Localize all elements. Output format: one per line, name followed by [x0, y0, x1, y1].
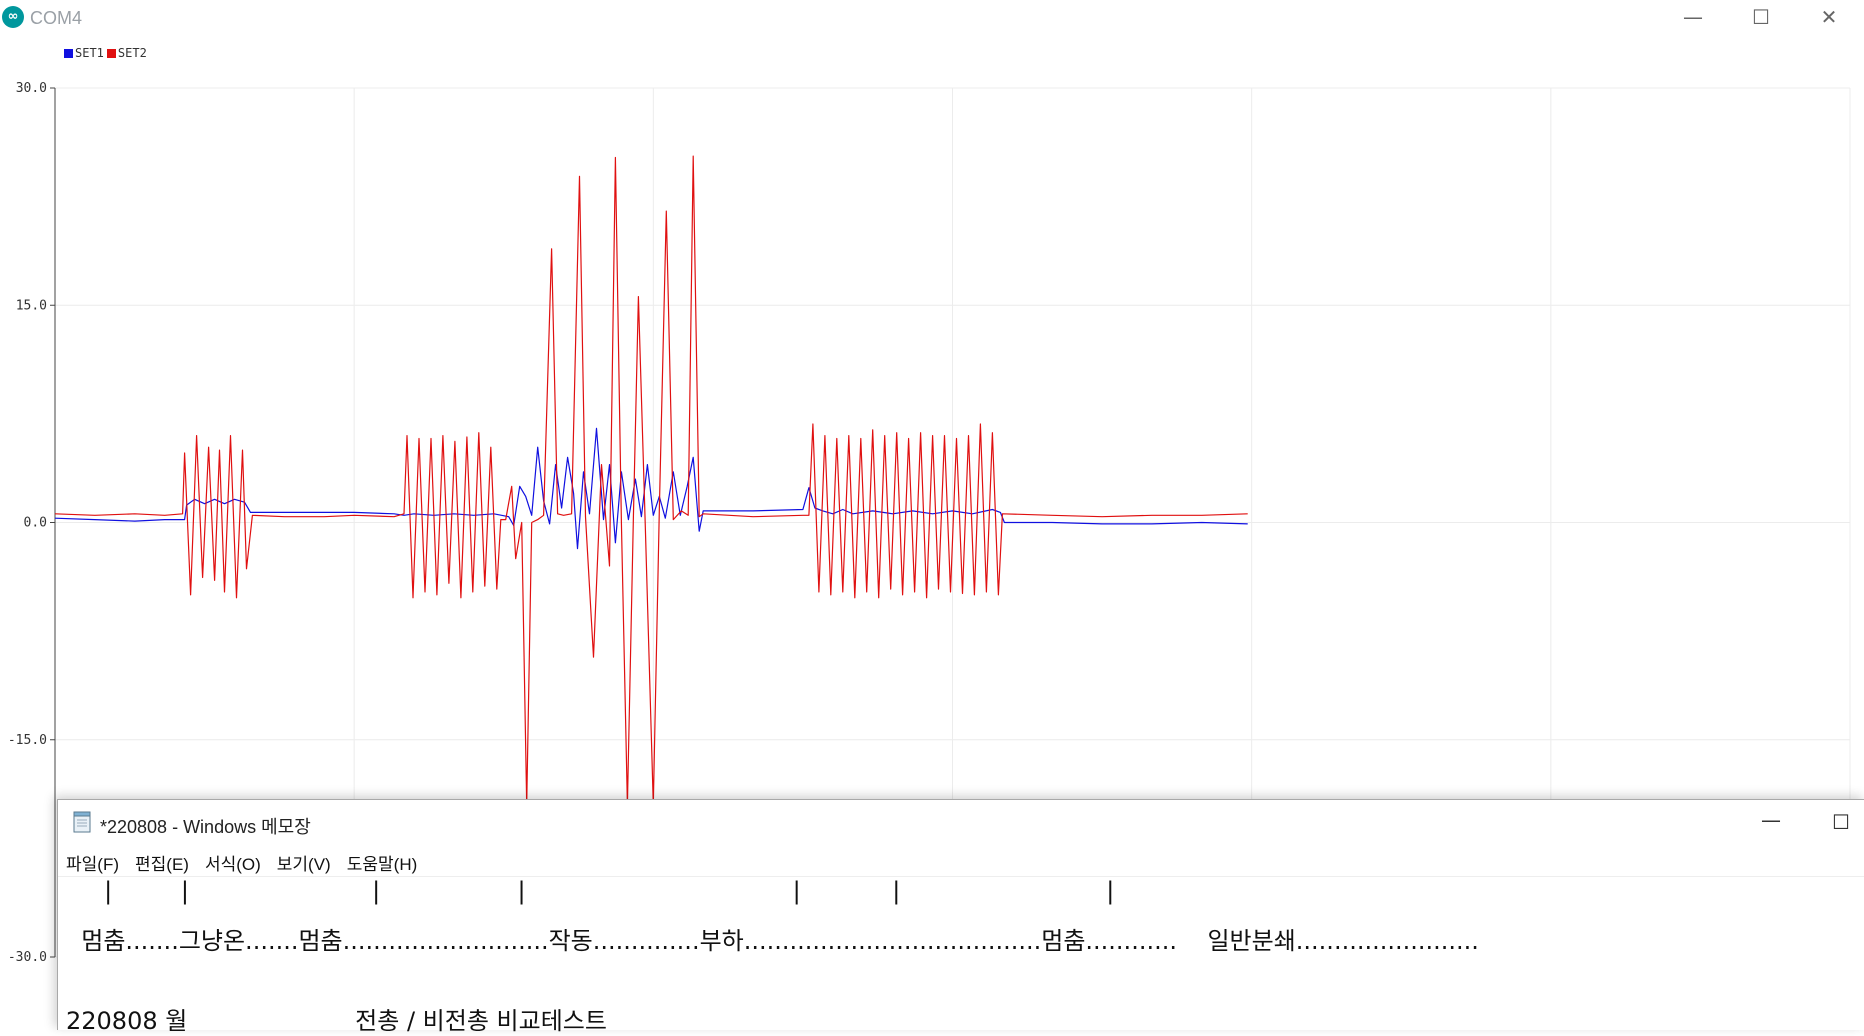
text-line-markers: | | | | | | |: [66, 877, 1115, 905]
close-button[interactable]: ✕: [1820, 5, 1838, 29]
legend-item-set2: SET2: [106, 46, 147, 60]
notepad-maximize-button[interactable]: ☐: [1832, 810, 1850, 834]
text-line-header: 220808 월 전총 / 비전총 비교테스트: [66, 1007, 607, 1035]
y-tick-label: 0.0: [24, 516, 47, 531]
legend-swatch-set2: [106, 48, 116, 58]
legend-item-set1: SET1: [64, 46, 104, 60]
y-tick: 0.0: [24, 516, 55, 531]
y-tick: 30.0: [16, 81, 55, 96]
series-line-set2: [54, 155, 1248, 806]
maximize-button[interactable]: ☐: [1752, 5, 1770, 29]
notepad-minimize-button[interactable]: —: [1761, 808, 1781, 832]
notepad-titlebar[interactable]: *220808 - Windows 메모장 — ☐: [58, 800, 1864, 846]
text-line-phases: 멈춤.......그냥온.......멈춤...................…: [66, 927, 1479, 955]
notepad-menubar: 파일(F) 편집(E) 서식(O) 보기(V) 도움말(H): [58, 846, 1864, 877]
y-tick-label: -15.0: [8, 733, 47, 748]
menu-edit[interactable]: 편집(E): [135, 855, 189, 874]
arduino-icon: ∞: [2, 6, 24, 28]
window-title: COM4: [30, 8, 83, 28]
notepad-title: *220808 - Windows 메모장: [100, 817, 311, 837]
y-tick-label: 15.0: [16, 298, 47, 313]
y-tick: -15.0: [8, 733, 55, 748]
legend-label-set1: SET1: [75, 46, 104, 60]
notepad-text-area[interactable]: | | | | | | | 멈춤.......그냥온.......멈춤.....…: [58, 877, 1864, 1035]
y-axis: 30.0 15.0 0.0 -15.0 -30.0: [8, 81, 56, 965]
notepad-window: *220808 - Windows 메모장 — ☐ 파일(F) 편집(E) 서식…: [57, 799, 1864, 1035]
plotter-titlebar[interactable]: ∞ COM4 — ☐ ✕: [0, 0, 1864, 36]
menu-format[interactable]: 서식(O): [204, 855, 261, 874]
y-tick: -30.0: [8, 950, 55, 965]
y-tick-label: -30.0: [8, 950, 47, 965]
y-tick: 15.0: [16, 298, 55, 313]
menu-help[interactable]: 도움말(H): [346, 855, 418, 874]
notepad-icon: [73, 811, 91, 833]
minimize-button[interactable]: —: [1683, 5, 1703, 29]
legend-swatch-set1: [64, 48, 73, 58]
menu-view[interactable]: 보기(V): [276, 855, 331, 874]
menu-file[interactable]: 파일(F): [66, 855, 119, 874]
plot-lines: [54, 155, 1248, 806]
legend-label-set2: SET2: [117, 46, 147, 60]
y-tick-label: 30.0: [16, 81, 47, 96]
chart-legend: SET1 SET2: [64, 46, 150, 60]
